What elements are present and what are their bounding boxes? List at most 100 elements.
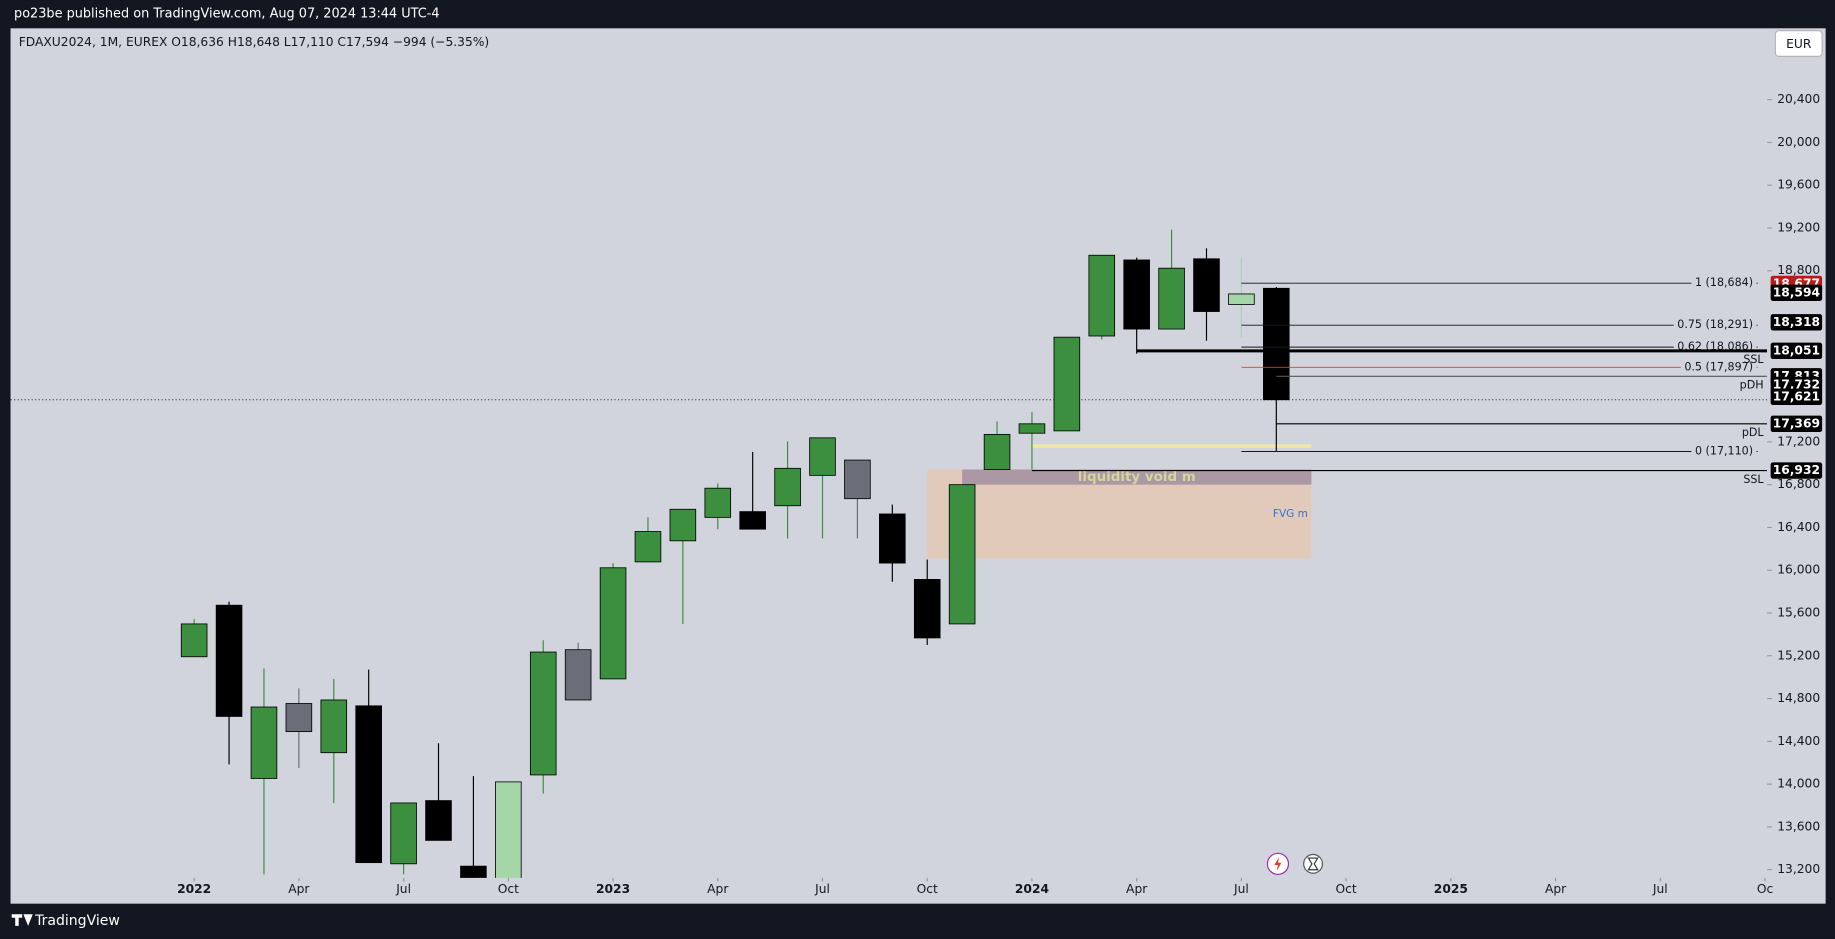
- candle-body: [1123, 259, 1150, 330]
- x-tick-label: 2022: [177, 882, 211, 896]
- chart-background: [10, 28, 1826, 904]
- price-tag: [1770, 342, 1823, 360]
- candle-body: [704, 487, 732, 518]
- candle-body: [669, 508, 697, 542]
- candle-body: [1018, 423, 1046, 434]
- y-tick-label: 18,800: [1777, 263, 1820, 277]
- plot: FVG m liquidity void m 1 (18,684) 0.75 (18,…: [10, 229, 1768, 878]
- candle-body: [634, 531, 662, 563]
- candle-body: [425, 800, 452, 841]
- y-tick-label: 16,400: [1777, 520, 1820, 534]
- x-tick-label: Oct: [1336, 882, 1357, 896]
- currency-button[interactable]: [1774, 30, 1823, 57]
- price-tag-label: 18,594: [1773, 285, 1820, 299]
- y-tick-label: 15,200: [1777, 648, 1820, 662]
- x-tick-label: Apr: [288, 882, 310, 896]
- y-tick-label: 13,200: [1777, 862, 1820, 876]
- y-tick-label: 16,800: [1777, 477, 1820, 491]
- price-tag-label: 18,051: [1773, 343, 1820, 357]
- candle-body: [983, 433, 1011, 470]
- fib-label-bg: [1691, 444, 1757, 458]
- fib-label-bg: [1673, 318, 1757, 332]
- zone-label: liquidity void m: [1078, 470, 1196, 485]
- candle-body: [495, 781, 522, 878]
- candle-body: [599, 567, 627, 680]
- x-tick-label: 2025: [1434, 882, 1468, 896]
- price-tag: [1770, 462, 1823, 479]
- y-tick-label: 17,200: [1777, 434, 1820, 448]
- fib-label: 0.75 (18,291): [1677, 318, 1753, 331]
- candle-body: [180, 623, 208, 658]
- fib-label: 0 (17,110): [1695, 445, 1753, 458]
- candle-body: [250, 706, 278, 779]
- price-tag-label: 17,369: [1773, 416, 1820, 430]
- y-tick-label: 16,000: [1777, 563, 1820, 577]
- price-tag: [1770, 415, 1823, 433]
- candle-body: [320, 699, 348, 754]
- candle-body: [1088, 254, 1116, 337]
- price-tag-label: 17,621: [1773, 389, 1820, 403]
- candle-body: [1228, 293, 1255, 305]
- x-tick-label: Jul: [395, 882, 411, 896]
- candle-body: [844, 459, 871, 500]
- x-tick-label: Jul: [814, 882, 830, 896]
- x-tick-label: Apr: [1126, 882, 1148, 896]
- candle-body: [948, 484, 976, 625]
- x-tick-label: Apr: [707, 882, 729, 896]
- y-tick-label: 14,400: [1777, 734, 1820, 748]
- level-label: pDH: [1740, 379, 1764, 392]
- price-tag: [1770, 314, 1823, 331]
- candle-body: [739, 511, 766, 530]
- x-tick-label: Jul: [1233, 882, 1249, 896]
- x-tick-label: Apr: [1545, 882, 1567, 896]
- symbol-header: FDAXU2024, 1M, EUREX O18,636 H18,648 L17…: [19, 35, 490, 49]
- candle-body: [913, 579, 941, 639]
- x-tick-label: Oct: [917, 882, 938, 896]
- y-tick-label: 19,600: [1777, 178, 1820, 192]
- candle-body: [529, 651, 557, 776]
- fib-label: 1 (18,684): [1695, 276, 1753, 289]
- zone-label: FVG m: [1273, 508, 1308, 520]
- candle-body: [1158, 267, 1185, 330]
- y-tick-label: 15,600: [1777, 606, 1820, 620]
- candle-body: [390, 802, 417, 865]
- x-tick-label: Jul: [1652, 882, 1668, 896]
- icons: [1266, 852, 1324, 876]
- price-tag-label: 16,932: [1773, 463, 1820, 477]
- candle-body: [1193, 258, 1220, 312]
- brand-logo: [11, 914, 33, 926]
- candle-body: [774, 467, 801, 507]
- candle-body: [809, 437, 836, 476]
- fib-label-bg: [1691, 276, 1757, 290]
- level-label: pDL: [1742, 426, 1765, 439]
- candle-body: [879, 513, 906, 564]
- y-tick-label: 20,400: [1777, 92, 1820, 106]
- zone: [962, 469, 1312, 485]
- level-label: SSL: [1743, 473, 1764, 486]
- x-tick-label: Oct: [498, 882, 519, 896]
- currency[interactable]: EUR: [1786, 37, 1812, 51]
- brand: TradingView: [34, 913, 120, 929]
- candle-body: [1263, 287, 1290, 401]
- candle-body: [460, 865, 487, 878]
- fib-label: 0.5 (17,897): [1684, 360, 1753, 373]
- candle-body: [215, 604, 243, 717]
- fib-label-bg: [1680, 360, 1757, 374]
- candle-body: [1053, 336, 1081, 432]
- price-tag-label: 18,318: [1773, 315, 1820, 329]
- price-tag: [1770, 284, 1823, 301]
- level-label: SSL: [1743, 353, 1764, 366]
- y-tick-label: 14,000: [1777, 777, 1820, 791]
- x-tick-label: 2023: [596, 882, 630, 896]
- price-tag: [1770, 388, 1823, 406]
- publisher: po23be published on TradingView.com, Aug…: [14, 7, 440, 22]
- y-tick-label: 14,800: [1777, 691, 1820, 705]
- candle-body: [355, 705, 382, 864]
- y-tick-label: 19,200: [1777, 220, 1820, 234]
- y-tick-label: 20,000: [1777, 135, 1820, 149]
- y-tick-label: 13,600: [1777, 819, 1820, 833]
- x-tick-label: Oc: [1757, 882, 1773, 896]
- x-tick-label: 2024: [1015, 882, 1049, 896]
